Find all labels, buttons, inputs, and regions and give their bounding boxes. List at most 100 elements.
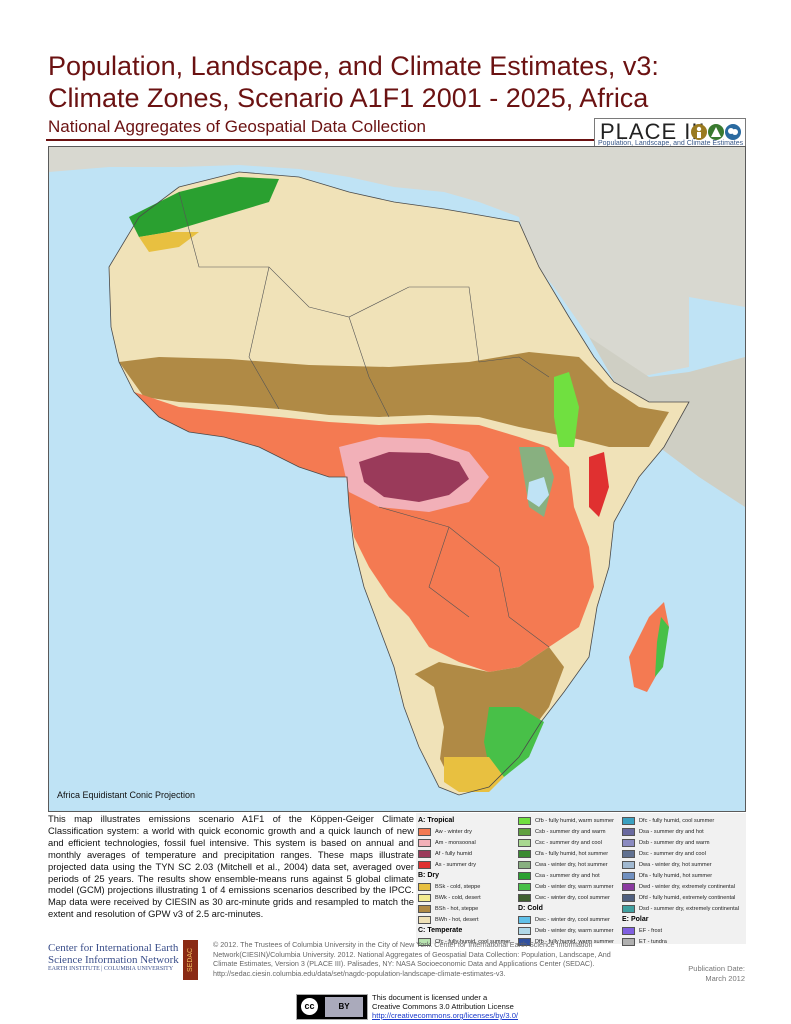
legend-swatch	[418, 827, 431, 836]
citation-text: © 2012. The Trustees of Columbia Univers…	[213, 940, 611, 978]
title-divider	[46, 139, 746, 141]
legend-entry: Dsa - summer dry and hot	[622, 826, 739, 837]
legend-entry: Aw - winter dry	[418, 826, 510, 837]
legend-swatch	[418, 838, 431, 847]
legend-swatch	[518, 860, 531, 869]
legend-swatch	[418, 849, 431, 858]
sedac-logo: SEDAC	[183, 940, 198, 980]
legend-entry: As - summer dry	[418, 859, 510, 870]
legend-column-2: Cfb - fully humid, warm summer Csb - summ…	[518, 815, 614, 947]
legend-swatch	[518, 871, 531, 880]
legend-swatch	[518, 827, 531, 836]
legend-label: Dsc - summer dry and cool	[639, 850, 706, 857]
legend-entry: Dfb - fully humid, warm summer	[518, 936, 614, 947]
ciesin-logo: Center for International Earth Science I…	[48, 942, 179, 982]
legend-entry: Dwd - winter dry, extremely continental	[622, 881, 739, 892]
legend-swatch	[622, 827, 635, 836]
legend-entry: BWk - cold, desert	[418, 892, 510, 903]
license-line-1: This document is licensed under a	[372, 993, 488, 1002]
legend-label: BWh - hot, desert	[435, 916, 479, 923]
legend-label: Dfd - fully humid, extremely continental	[639, 894, 736, 901]
climate-map: Africa Equidistant Conic Projection	[48, 146, 746, 812]
legend-entry: Cfb - fully humid, warm summer	[518, 815, 614, 826]
legend-label: Cfa - fully humid, hot summer	[535, 850, 609, 857]
legend-swatch	[622, 860, 635, 869]
map-description: This map illustrates emissions scenario …	[48, 813, 414, 920]
legend-label: Dwd - winter dry, extremely continental	[639, 883, 735, 890]
license-link[interactable]: http://creativecommons.org/licenses/by/3…	[372, 1011, 519, 1020]
ciesin-affiliation: EARTH INSTITUTE | COLUMBIA UNIVERSITY	[48, 966, 174, 972]
legend-group-heading: C: Temperate	[418, 927, 463, 934]
collection-subtitle: National Aggregates of Geospatial Data C…	[48, 117, 427, 136]
legend-label: Dwb - winter dry, warm summer	[535, 927, 614, 934]
legend-swatch	[518, 816, 531, 825]
legend-group-heading: A: Tropical	[418, 817, 455, 824]
legend-swatch	[622, 838, 635, 847]
legend-swatch	[518, 915, 531, 924]
legend-label: ET - tundra	[639, 938, 667, 945]
legend-entry: BSh - hot, steppe	[418, 903, 510, 914]
legend-entry: Csa - summer dry and hot	[518, 870, 614, 881]
logo-wordmark: PLACE III	[600, 119, 706, 144]
legend-label: BSh - hot, steppe	[435, 905, 479, 912]
legend-entry: BSk - cold, steppe	[418, 881, 510, 892]
legend-group-heading: E: Polar	[622, 916, 649, 923]
publication-date-label: Publication Date:	[688, 964, 745, 973]
legend-entry: Af - fully humid	[418, 848, 510, 859]
legend-entry: BWh - hot, desert	[418, 914, 510, 925]
legend-swatch	[622, 871, 635, 880]
cc-icon: cc	[299, 996, 320, 1017]
legend-label: Aw - winter dry	[435, 828, 472, 835]
legend-label: Dfc - fully humid, cool summer	[639, 817, 715, 824]
legend-group-heading: B: Dry	[418, 872, 440, 879]
legend-swatch	[622, 849, 635, 858]
license-notice: This document is licensed under a Creati…	[372, 993, 518, 1020]
legend-swatch	[622, 937, 635, 946]
legend-label: As - summer dry	[435, 861, 477, 868]
legend-entry: Dsc - summer dry and cool	[622, 848, 739, 859]
legend-swatch	[622, 893, 635, 902]
legend-label: Dwc - winter dry, cool summer	[535, 916, 610, 923]
legend-label: Dfb - fully humid, warm summer	[535, 938, 614, 945]
legend-entry: Cfa - fully humid, hot summer	[518, 848, 614, 859]
legend-column-1: A: Tropical Aw - winter dry Am - monsoonal…	[418, 815, 510, 947]
legend-swatch	[418, 860, 431, 869]
publication-date-value: March 2012	[705, 974, 745, 983]
legend-label: Cfb - fully humid, warm summer	[535, 817, 614, 824]
legend-group-heading: D: Cold	[518, 905, 543, 912]
logo-tagline: Population, Landscape, and Climate Estim…	[598, 140, 744, 147]
legend-entry: Csc - summer dry and cool	[518, 837, 614, 848]
legend-label: Cwa - winter dry, hot summer	[535, 861, 608, 868]
legend-label: Cwb - winter dry, warm summer	[535, 883, 614, 890]
legend-swatch	[418, 882, 431, 891]
legend-swatch	[518, 838, 531, 847]
legend-label: Cfc - fully humid, cool summer	[435, 938, 511, 945]
legend-swatch	[418, 915, 431, 924]
legend-entry: ET - tundra	[622, 936, 739, 947]
creative-commons-badge: cc BY	[296, 994, 368, 1020]
legend-entry: Dwc - winter dry, cool summer	[518, 914, 614, 925]
license-line-2: Creative Commons 3.0 Attribution License	[372, 1002, 514, 1011]
map-title: Population, Landscape, and Climate Estim…	[48, 50, 659, 114]
africa-map-graphic	[49, 147, 745, 811]
legend-label: Dsd - summer dry, extremely continental	[639, 905, 739, 912]
legend-swatch	[518, 937, 531, 946]
legend-swatch	[518, 882, 531, 891]
legend-entry: Cfc - fully humid, cool summer	[418, 936, 510, 947]
legend-swatch	[518, 926, 531, 935]
legend-label: BSk - cold, steppe	[435, 883, 481, 890]
legend-entry: Cwc - winter dry, cool summer	[518, 892, 614, 903]
legend-entry: Am - monsoonal	[418, 837, 510, 848]
legend-entry: Dwa - winter dry, hot summer	[622, 859, 739, 870]
legend-entry: Dwb - winter dry, warm summer	[518, 925, 614, 936]
legend-swatch	[518, 893, 531, 902]
legend-entry: EF - frost	[622, 925, 739, 936]
legend-entry: Cwb - winter dry, warm summer	[518, 881, 614, 892]
legend-label: Csa - summer dry and hot	[535, 872, 600, 879]
cc-by-icon: BY	[325, 997, 363, 1017]
legend-swatch	[518, 849, 531, 858]
legend-swatch	[622, 904, 635, 913]
legend-column-3: Dfc - fully humid, cool summer Dsa - summ…	[622, 815, 739, 947]
ciesin-name-line-2: Science Information Network	[48, 954, 179, 966]
legend-label: Dsb - summer dry and warm	[639, 839, 710, 846]
